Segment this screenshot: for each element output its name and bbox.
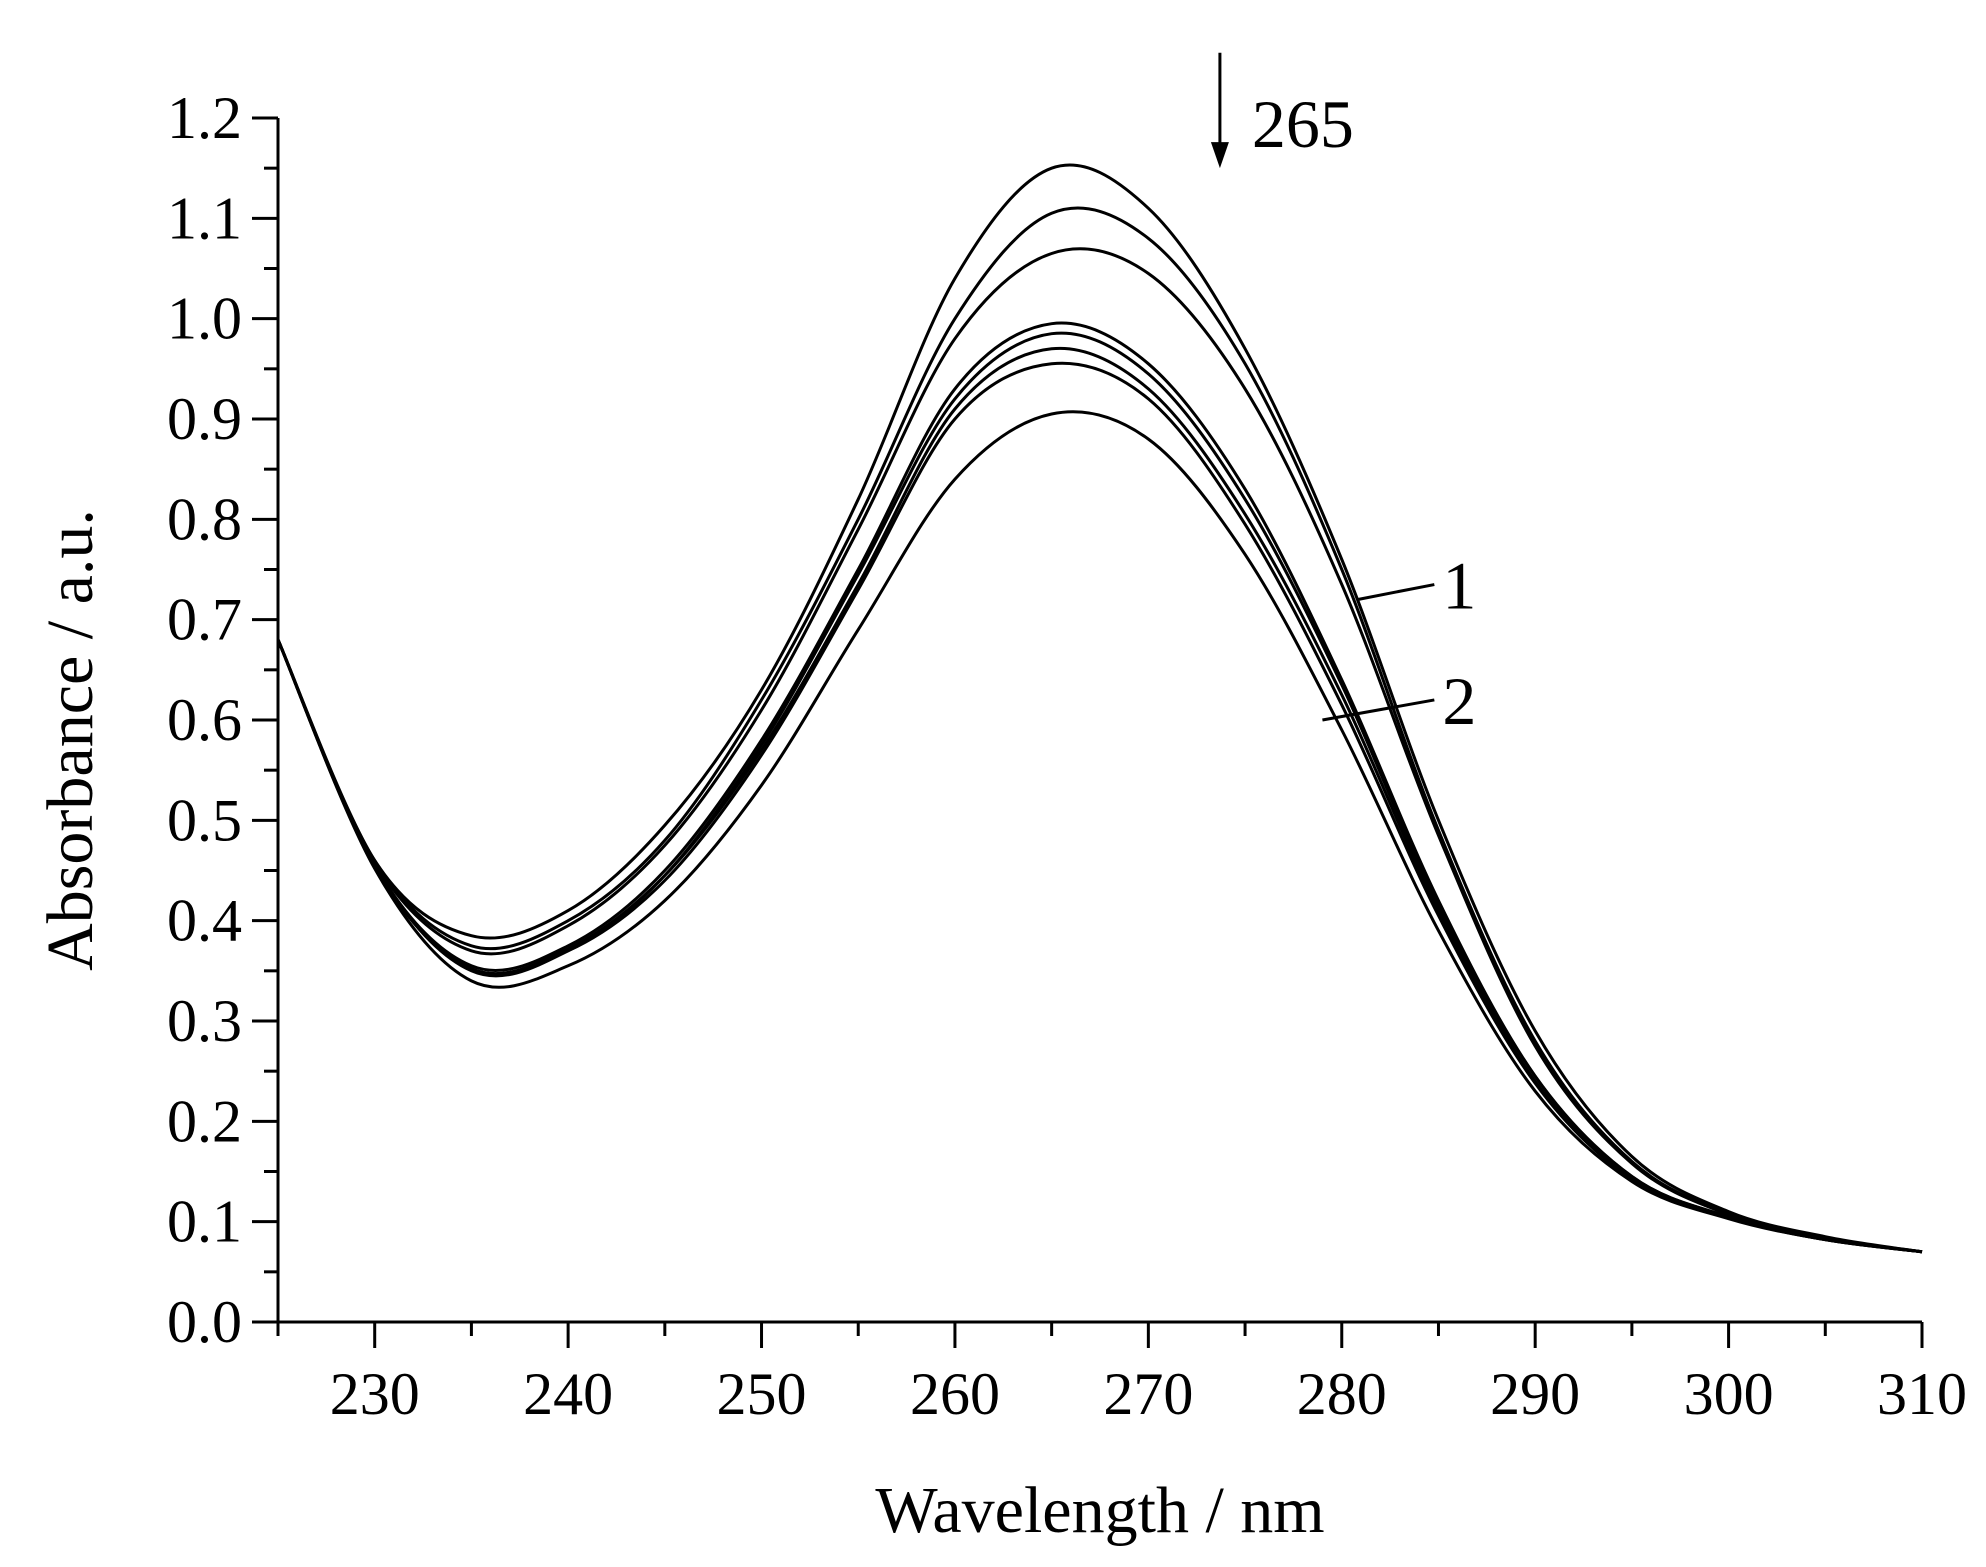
x-tick-label: 310 bbox=[1877, 1361, 1967, 1427]
y-tick-label: 0.1 bbox=[167, 1189, 242, 1255]
axes-layer: 0.0 0.1 0.2 0.3 0.4 0.5 0.6 0.7 0.8 0.9 1.0 1.1 1.2 2… bbox=[167, 85, 1967, 1427]
x-axis-title: Wavelength / nm bbox=[875, 1474, 1324, 1547]
x-tick-label: 290 bbox=[1490, 1361, 1580, 1427]
leader-line-1 bbox=[1356, 583, 1435, 602]
y-tick-label: 0.9 bbox=[167, 386, 242, 452]
arrow-down-icon bbox=[1210, 142, 1229, 169]
y-tick-label: 0.5 bbox=[167, 787, 242, 853]
x-tick-label: 300 bbox=[1684, 1361, 1774, 1427]
annotation-layer: 265 1 2 bbox=[1210, 52, 1476, 739]
series-line-4 bbox=[276, 321, 1923, 1254]
y-tick-label: 1.2 bbox=[167, 85, 242, 151]
x-tick-label: 280 bbox=[1297, 1361, 1387, 1427]
series-layer bbox=[276, 163, 1923, 1254]
series-line-2 bbox=[276, 206, 1923, 1254]
series-line-5 bbox=[276, 331, 1923, 1254]
y-tick-label: 0.3 bbox=[167, 988, 242, 1054]
y-tick-label: 0.2 bbox=[167, 1088, 242, 1154]
y-tick-label: 0.7 bbox=[167, 587, 242, 653]
series-line-6 bbox=[276, 346, 1923, 1254]
y-axis-title: Absorbance / a.u. bbox=[34, 509, 107, 971]
annotation-label-265: 265 bbox=[1252, 86, 1354, 162]
series-line-8 bbox=[276, 410, 1923, 1254]
annotation-label-1: 1 bbox=[1442, 548, 1476, 624]
x-tick-label: 250 bbox=[717, 1361, 807, 1427]
x-tick-label: 240 bbox=[523, 1361, 613, 1427]
y-tick-label: 0.6 bbox=[167, 687, 242, 753]
y-tick-label: 0.0 bbox=[167, 1289, 242, 1355]
y-tick-label: 0.8 bbox=[167, 486, 242, 552]
series-line-1 bbox=[276, 163, 1923, 1254]
annotation-label-2: 2 bbox=[1442, 663, 1476, 739]
series-line-3 bbox=[276, 247, 1923, 1254]
x-tick-label: 230 bbox=[330, 1361, 420, 1427]
series-line-7 bbox=[276, 361, 1923, 1254]
y-tick-label: 1.0 bbox=[167, 286, 242, 352]
leader-line-2 bbox=[1322, 698, 1435, 722]
x-tick-label: 270 bbox=[1103, 1361, 1193, 1427]
y-tick-label: 0.4 bbox=[167, 888, 242, 954]
x-tick-label: 260 bbox=[910, 1361, 1000, 1427]
y-tick-label: 1.1 bbox=[167, 185, 242, 251]
